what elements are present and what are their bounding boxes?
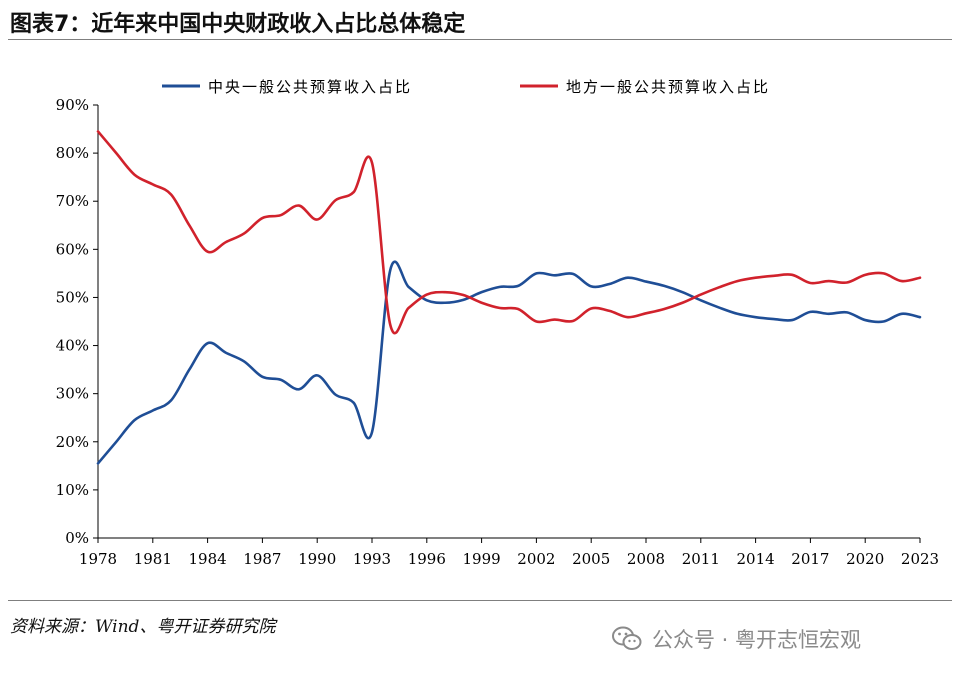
y-tick-label: 80% <box>56 144 89 162</box>
x-tick-label: 2011 <box>682 550 720 568</box>
x-tick-label: 2023 <box>901 550 939 568</box>
x-tick-label: 2008 <box>627 550 665 568</box>
y-tick-label: 10% <box>56 481 89 499</box>
chart-series <box>96 130 922 465</box>
y-tick-label: 70% <box>56 192 89 210</box>
watermark-text: 公众号 · 粤开志恒宏观 <box>652 628 862 652</box>
y-tick-label: 90% <box>56 96 89 114</box>
x-tick-label: 1987 <box>243 550 281 568</box>
series-line-1 <box>96 260 922 465</box>
line-chart: 0% 10% 20% 30% 40% 50% 60% 70% 80% 90% 1978 1981 198… <box>56 78 939 568</box>
legend-label-2: 地方一般公共预算收入占比 <box>566 78 770 96</box>
x-tick-label: 1999 <box>463 550 501 568</box>
title-divider <box>8 39 952 40</box>
source-note: 资料来源：Wind、粤开证券研究院 <box>10 617 276 637</box>
y-tick-label: 50% <box>56 288 89 306</box>
chart-axes: 0% 10% 20% 30% 40% 50% 60% 70% 80% 90% 1978 1981 198… <box>56 96 939 568</box>
x-tick-label: 2017 <box>791 550 829 568</box>
x-tick-label: 1996 <box>408 550 446 568</box>
chart-legend: 中央一般公共预算收入占比 地方一般公共预算收入占比 <box>162 78 770 96</box>
chart-title: 图表7：近年来中国中央财政收入占比总体稳定 <box>10 12 466 37</box>
series-line-2 <box>96 130 922 335</box>
y-tick-label: 40% <box>56 337 89 355</box>
y-tick-label: 60% <box>56 240 89 258</box>
x-tick-label: 2005 <box>572 550 610 568</box>
x-tick-label: 1984 <box>189 550 227 568</box>
x-tick-label: 1978 <box>79 550 117 568</box>
x-tick-label: 2014 <box>737 550 775 568</box>
x-tick-label: 1981 <box>134 550 172 568</box>
y-tick-label: 0% <box>65 529 89 547</box>
footer-divider <box>8 600 952 601</box>
y-tick-label: 30% <box>56 385 89 403</box>
watermark: 公众号 · 粤开志恒宏观 <box>612 624 861 654</box>
wechat-icon <box>612 626 642 650</box>
x-tick-label: 1993 <box>353 550 391 568</box>
x-tick-label: 2002 <box>517 550 555 568</box>
y-tick-label: 20% <box>56 433 89 451</box>
x-tick-label: 1990 <box>298 550 336 568</box>
x-tick-label: 2020 <box>846 550 884 568</box>
legend-label-1: 中央一般公共预算收入占比 <box>208 78 412 96</box>
